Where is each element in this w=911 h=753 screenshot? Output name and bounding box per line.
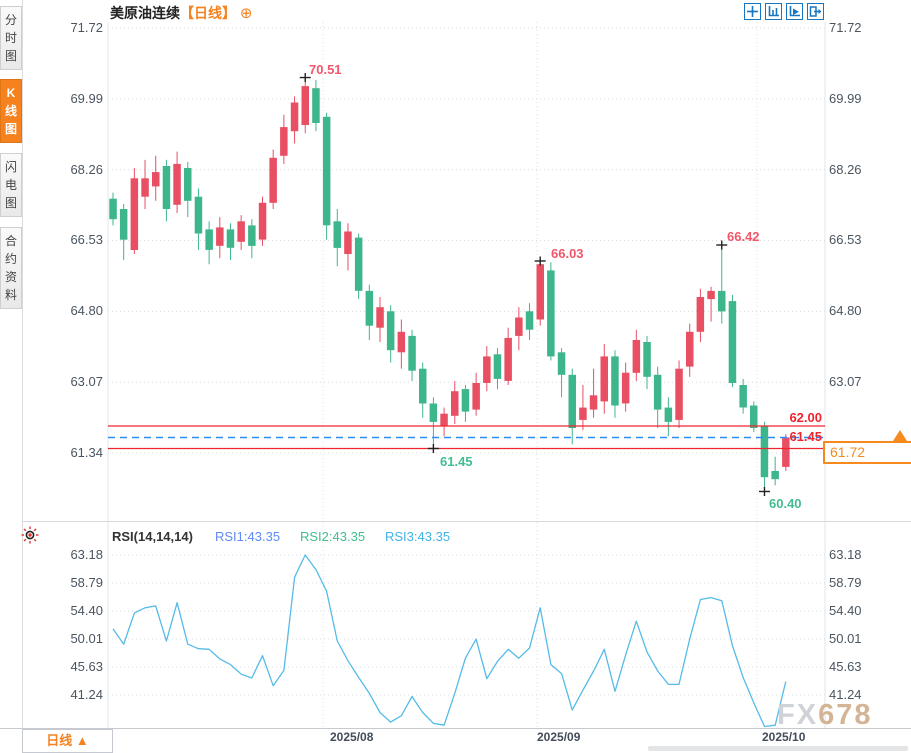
sidebar-item-kline-chart[interactable]: K线图 [0,79,22,143]
price-axis-label: 64.80 [70,303,103,318]
rsi1-value: RSI1:43.35 [215,529,281,544]
price-axis-label: 66.53 [70,232,103,247]
period-dropdown-button[interactable]: 日线 ▲ [22,729,113,753]
horizontal-scrollbar-thumb[interactable] [648,746,908,751]
price-axis-label: 69.99 [829,91,862,106]
exit-chart-icon[interactable] [807,3,824,20]
price-axis-label: 69.99 [70,91,103,106]
last-price-arrow-icon [893,430,907,441]
price-axis-label: 68.26 [70,162,103,177]
sidebar-item-flash-chart[interactable]: 闪电图 [0,153,22,217]
support-level-label: 61.45 [789,429,822,444]
sidebar-item-label: K线图 [4,86,17,136]
add-indicator-icon[interactable]: ⊕ [239,5,253,22]
low-annotation: 60.40 [769,496,802,511]
period-tag: 【日线】 [180,5,236,21]
last-price-tag: 61.72 [823,441,911,464]
resistance-level-label: 62.00 [789,410,822,425]
price-axis-label: 63.07 [70,374,103,389]
high-annotation: 66.42 [727,229,760,244]
instrument-title: 美原油连续 [110,5,180,21]
price-axis-label: 64.80 [829,303,862,318]
rsi-axis-label: 45.63 [70,659,103,674]
rsi-axis-label: 50.01 [70,631,103,646]
high-annotation: 66.03 [551,246,584,261]
chart-toolbar [744,3,824,20]
rsi-axis-label: 54.40 [829,603,862,618]
rsi-title: RSI(14,14,14) [112,529,193,544]
rsi-axis-label: 63.18 [70,547,103,562]
rsi2-value: RSI2:43.35 [300,529,366,544]
rsi-axis-label: 58.79 [829,575,862,590]
sidebar: 分时图 K线图 闪电图 合约资料 [0,0,23,752]
rsi-axis-label: 41.24 [829,687,862,702]
chart-header: 美原油连续【日线】 ⊕ [110,3,252,23]
price-axis-label: 66.53 [829,232,862,247]
price-axis-label: 61.34 [70,445,103,460]
rsi3-value: RSI3:43.35 [385,529,451,544]
watermark-fx: FX [777,699,819,731]
rsi-axis-label: 41.24 [70,687,103,702]
price-axis-label: 71.72 [70,20,103,35]
watermark: FX678 [777,699,872,732]
rsi-axis-label: 45.63 [829,659,862,674]
sidebar-item-contract-info[interactable]: 合约资料 [0,227,22,309]
axis-play-icon[interactable] [786,3,803,20]
x-axis-date-label: 2025/10 [762,730,806,744]
rsi-axis-label: 63.18 [829,547,862,562]
price-axis-label: 68.26 [829,162,862,177]
sidebar-item-label: 闪电图 [4,160,17,210]
price-axis-label: 63.07 [829,374,862,389]
axis-scale-icon[interactable] [765,3,782,20]
rsi-axis-label: 54.40 [70,603,103,618]
sidebar-item-label: 合约资料 [4,234,17,302]
sidebar-item-label: 分时图 [4,13,17,63]
pan-crosshair-icon[interactable] [744,3,761,20]
price-axis-label: 71.72 [829,20,862,35]
pane-separator [22,521,911,522]
low-annotation: 61.45 [440,454,473,469]
x-axis-date-label: 2025/09 [537,730,581,744]
sidebar-item-minute-chart[interactable]: 分时图 [0,6,22,70]
rsi-axis-label: 50.01 [829,631,862,646]
rsi-axis-label: 58.79 [70,575,103,590]
watermark-678: 678 [818,699,873,731]
indicator-settings-icon[interactable] [21,526,39,549]
high-annotation: 70.51 [309,62,342,77]
x-axis-date-label: 2025/08 [330,730,374,744]
